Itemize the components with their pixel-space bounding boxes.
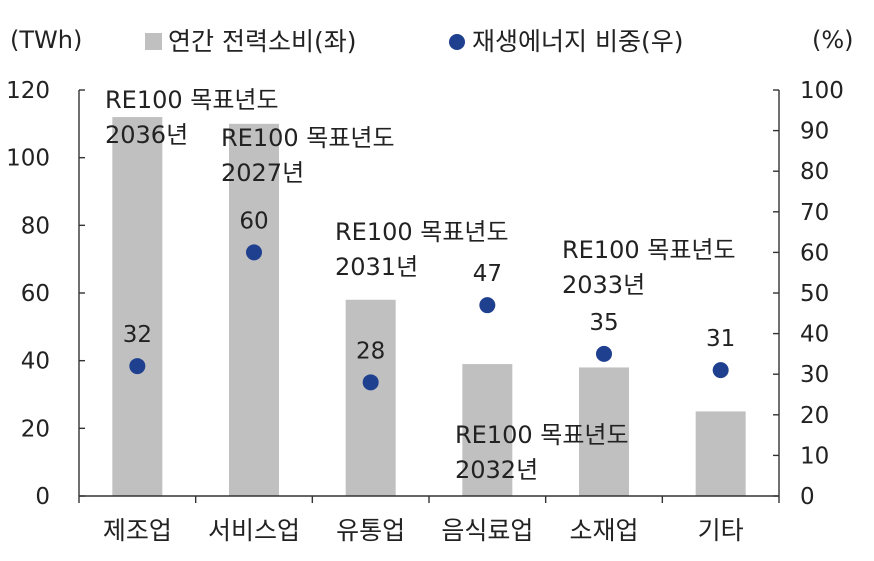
y-right-tick-label: 0 bbox=[800, 484, 815, 510]
y-left-tick-label: 40 bbox=[21, 349, 50, 375]
x-tick-label: 음식료업 bbox=[441, 516, 533, 545]
y-left-tick-label: 80 bbox=[21, 213, 50, 239]
bar-2 bbox=[229, 123, 279, 496]
y-right-tick-label: 50 bbox=[800, 281, 829, 307]
data-point-2 bbox=[246, 244, 262, 261]
legend-bar-label: 연간 전력소비(좌) bbox=[168, 27, 356, 56]
y-right-tick-label: 20 bbox=[800, 403, 829, 429]
data-point-1 bbox=[129, 358, 146, 375]
legend-bar-swatch bbox=[145, 33, 162, 50]
bar-5 bbox=[579, 367, 629, 496]
data-label-3: 28 bbox=[356, 338, 385, 364]
y-right-tick-label: 30 bbox=[800, 362, 829, 388]
annotation-4-year: 2032년 bbox=[455, 456, 538, 484]
y-right-tick-label: 90 bbox=[800, 119, 829, 145]
bar-3 bbox=[345, 299, 396, 496]
left-axis-unit: (TWh) bbox=[10, 26, 82, 54]
data-point-5 bbox=[596, 345, 612, 362]
data-label-4: 47 bbox=[473, 261, 502, 287]
y-right-tick-label: 80 bbox=[800, 159, 829, 185]
y-right-tick-label: 10 bbox=[800, 443, 829, 469]
axes-layer: 0 20 40 60 80 100 120 0 10 20 30 40 50 60 70 80 90 100 제조업… bbox=[6, 78, 844, 545]
legend: (TWh) (%) 연간 전력소비(좌) 재생에너지 비중(우) bbox=[10, 26, 854, 56]
bar-4 bbox=[462, 364, 513, 496]
bar-1 bbox=[112, 117, 163, 497]
legend-dot-swatch bbox=[449, 34, 465, 50]
data-label-6: 31 bbox=[706, 326, 735, 352]
bar-6 bbox=[695, 411, 746, 496]
y-left-tick-label: 120 bbox=[6, 78, 50, 104]
y-left-tick-label: 60 bbox=[21, 281, 50, 307]
x-tick-label: 소재업 bbox=[569, 516, 638, 545]
annotations-layer: RE100 목표년도 2036년 RE100 목표년도 2027년 RE100 목표년도… bbox=[105, 86, 736, 484]
annotation-2-title: RE100 목표년도 bbox=[221, 124, 395, 152]
annotation-3-year: 2031년 bbox=[335, 253, 418, 281]
data-label-5: 35 bbox=[589, 310, 618, 336]
x-tick-label: 기타 bbox=[698, 516, 744, 545]
annotation-1-title: RE100 목표년도 bbox=[105, 86, 279, 114]
legend-dot-label: 재생에너지 비중(우) bbox=[472, 27, 683, 56]
points-layer bbox=[129, 244, 729, 391]
right-axis-unit: (%) bbox=[812, 26, 854, 54]
data-point-4 bbox=[479, 297, 496, 314]
x-tick-label: 유통업 bbox=[336, 516, 405, 545]
annotation-2-year: 2027년 bbox=[221, 159, 304, 187]
data-label-2: 60 bbox=[239, 208, 268, 234]
annotation-3-title: RE100 목표년도 bbox=[335, 218, 509, 246]
x-tick-label: 서비스업 bbox=[208, 516, 300, 545]
data-point-6 bbox=[712, 362, 729, 379]
data-label-1: 32 bbox=[123, 322, 152, 348]
y-right-tick-label: 60 bbox=[800, 240, 829, 266]
y-left-tick-label: 100 bbox=[6, 146, 50, 172]
y-left-tick-label: 20 bbox=[21, 416, 50, 442]
y-right-tick-label: 40 bbox=[800, 322, 829, 348]
x-tick-label: 제조업 bbox=[103, 516, 172, 545]
y-right-tick-label: 70 bbox=[800, 200, 829, 226]
annotation-5-title: RE100 목표년도 bbox=[562, 236, 736, 264]
annotation-1-year: 2036년 bbox=[105, 121, 188, 149]
data-point-3 bbox=[362, 374, 379, 391]
bars-layer bbox=[112, 117, 746, 497]
annotation-5-year: 2033년 bbox=[562, 271, 645, 299]
y-left-tick-label: 0 bbox=[35, 484, 50, 510]
y-right-tick-label: 100 bbox=[800, 78, 844, 104]
annotation-4-title: RE100 목표년도 bbox=[455, 421, 629, 449]
labels-layer: 32 60 28 47 35 31 bbox=[123, 208, 736, 364]
